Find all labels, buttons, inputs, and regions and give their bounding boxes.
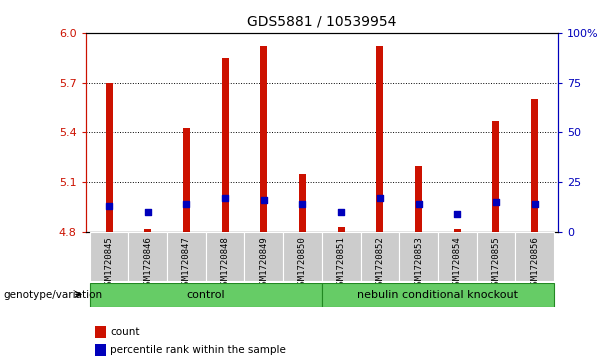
Point bbox=[491, 200, 501, 205]
Text: GSM1720849: GSM1720849 bbox=[259, 236, 268, 290]
Text: GSM1720856: GSM1720856 bbox=[530, 236, 539, 290]
Bar bbox=[492, 121, 500, 232]
Text: GSM1720850: GSM1720850 bbox=[298, 236, 307, 290]
Point bbox=[220, 195, 230, 201]
Point bbox=[259, 197, 268, 203]
Text: nebulin conditional knockout: nebulin conditional knockout bbox=[357, 290, 519, 300]
Bar bbox=[531, 99, 538, 232]
Bar bbox=[183, 127, 190, 232]
Text: GSM1720845: GSM1720845 bbox=[105, 236, 113, 290]
Bar bbox=[206, 232, 245, 281]
Bar bbox=[283, 232, 322, 281]
Bar bbox=[338, 227, 345, 232]
Bar bbox=[376, 46, 383, 232]
Text: GSM1720847: GSM1720847 bbox=[182, 236, 191, 290]
Text: GSM1720854: GSM1720854 bbox=[453, 236, 462, 290]
Point bbox=[530, 201, 539, 207]
Bar bbox=[322, 232, 360, 281]
Text: GSM1720848: GSM1720848 bbox=[221, 236, 230, 290]
Bar bbox=[222, 58, 229, 232]
Text: GSM1720852: GSM1720852 bbox=[375, 236, 384, 290]
Bar bbox=[128, 232, 167, 281]
Bar bbox=[89, 283, 322, 307]
Point bbox=[104, 204, 114, 209]
Bar bbox=[299, 174, 306, 232]
Point bbox=[337, 209, 346, 215]
Text: control: control bbox=[186, 290, 225, 300]
Bar bbox=[95, 326, 105, 338]
Bar bbox=[415, 166, 422, 232]
Point bbox=[297, 201, 307, 207]
Bar bbox=[105, 82, 113, 232]
Point bbox=[375, 195, 385, 201]
Bar bbox=[167, 232, 206, 281]
Bar bbox=[89, 232, 128, 281]
Text: GSM1720855: GSM1720855 bbox=[492, 236, 500, 290]
Text: genotype/variation: genotype/variation bbox=[3, 290, 102, 300]
Point bbox=[143, 209, 153, 215]
Text: GSM1720851: GSM1720851 bbox=[337, 236, 346, 290]
Bar bbox=[516, 232, 554, 281]
Bar bbox=[360, 232, 399, 281]
Bar bbox=[95, 344, 105, 356]
Bar bbox=[438, 232, 476, 281]
Text: count: count bbox=[110, 327, 140, 337]
Bar bbox=[476, 232, 516, 281]
Point bbox=[414, 201, 424, 207]
Point bbox=[452, 212, 462, 217]
Bar bbox=[399, 232, 438, 281]
Title: GDS5881 / 10539954: GDS5881 / 10539954 bbox=[247, 15, 397, 29]
Text: GSM1720853: GSM1720853 bbox=[414, 236, 423, 290]
Bar bbox=[245, 232, 283, 281]
Bar bbox=[322, 283, 554, 307]
Bar bbox=[144, 229, 151, 232]
Text: percentile rank within the sample: percentile rank within the sample bbox=[110, 345, 286, 355]
Bar bbox=[454, 229, 461, 232]
Bar bbox=[261, 46, 267, 232]
Text: GSM1720846: GSM1720846 bbox=[143, 236, 152, 290]
Point bbox=[181, 201, 191, 207]
